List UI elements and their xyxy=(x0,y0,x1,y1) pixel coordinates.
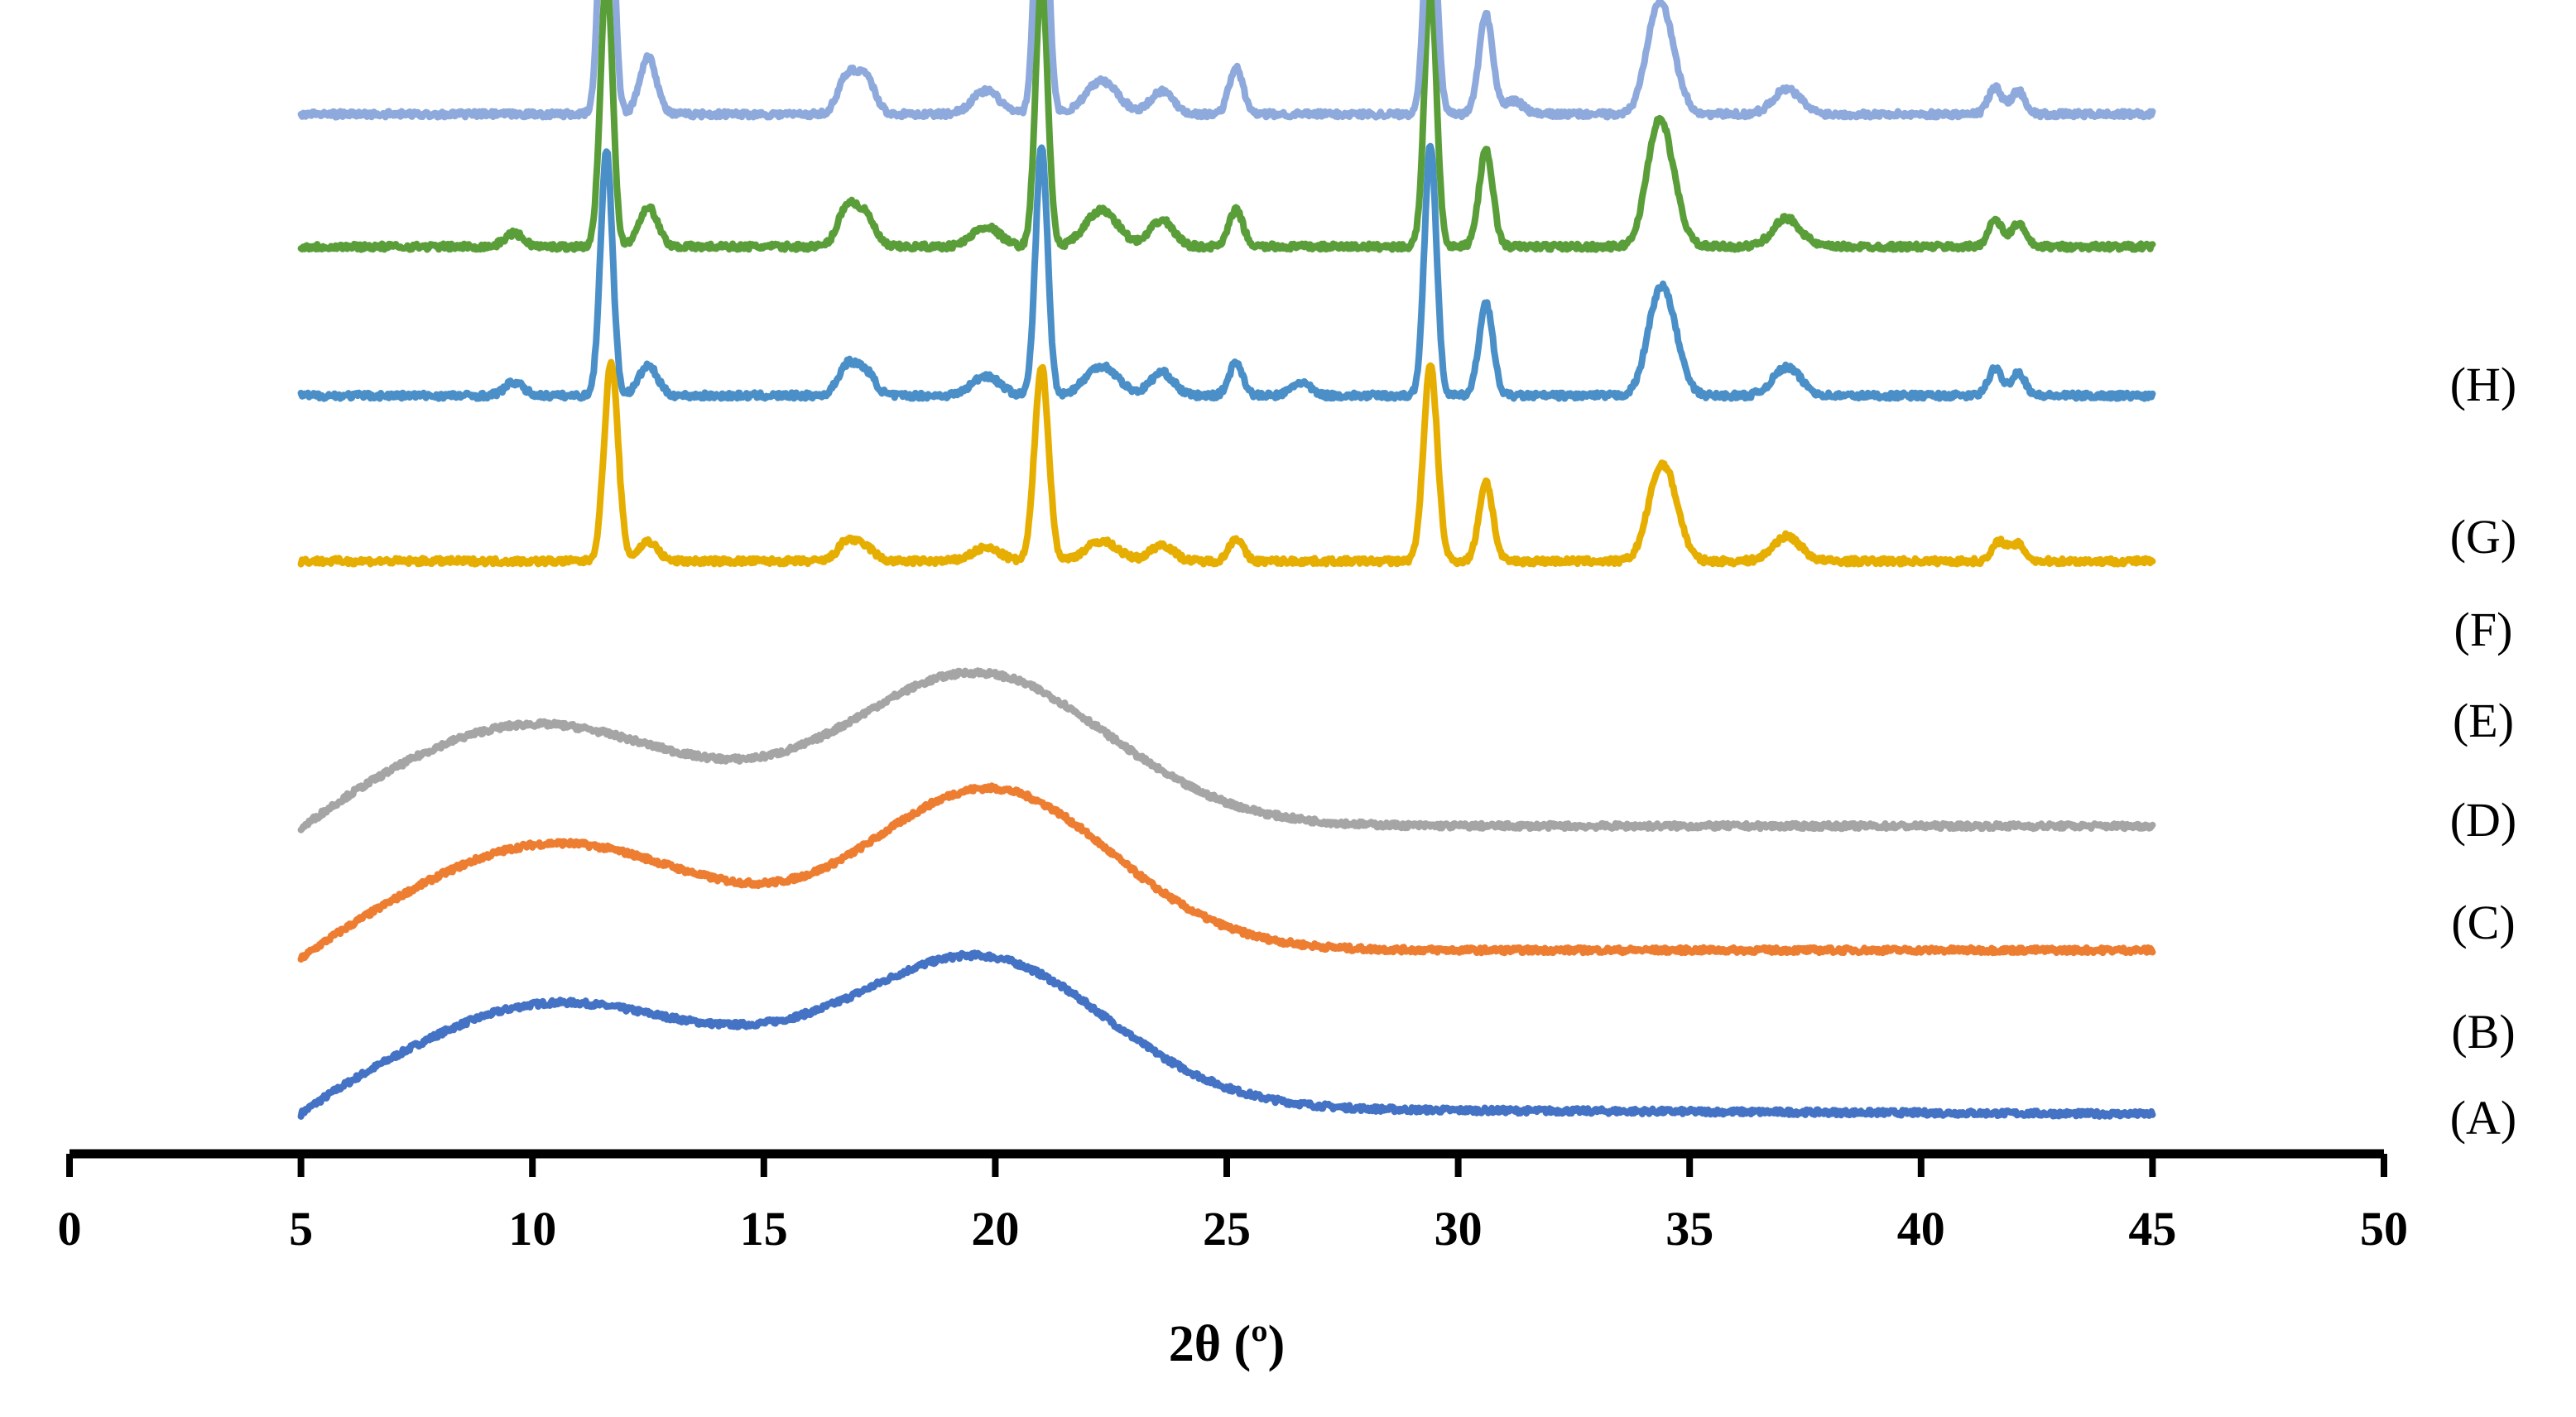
series-label-g: (G) xyxy=(2450,510,2517,564)
x-tick-label: 35 xyxy=(1665,1202,1713,1256)
series-label-c: (C) xyxy=(2451,896,2515,949)
x-tick-label: 0 xyxy=(58,1202,82,1256)
x-tick-label: 30 xyxy=(1435,1202,1483,1256)
series-traces xyxy=(297,0,2156,1120)
series-trace-d xyxy=(297,358,2156,568)
x-axis-ticks: 0 5 10 15 20 25 30 35 40 45 50 xyxy=(58,1154,2408,1256)
x-tick-label: 50 xyxy=(2360,1202,2408,1256)
series-label-a: (A) xyxy=(2450,1091,2517,1145)
series-trace-e xyxy=(297,142,2156,402)
series-label-b: (B) xyxy=(2451,1005,2515,1059)
x-tick-label: 10 xyxy=(508,1202,556,1256)
x-tick-label: 15 xyxy=(740,1202,788,1256)
series-trace-b xyxy=(297,782,2156,963)
series-trace-c xyxy=(297,667,2156,833)
series-label-d: (D) xyxy=(2450,793,2517,847)
series-trace-f xyxy=(297,0,2156,253)
series-label-e: (E) xyxy=(2453,694,2514,747)
x-tick-label: 45 xyxy=(2128,1202,2176,1256)
x-tick-label: 20 xyxy=(971,1202,1019,1256)
series-label-h: (H) xyxy=(2450,358,2517,411)
x-tick-label: 40 xyxy=(1897,1202,1945,1256)
x-tick-label: 25 xyxy=(1203,1202,1251,1256)
series-trace-g xyxy=(297,0,2156,121)
series-labels: (A) (B) (C) (D) (E) (F) (G) (H) xyxy=(2450,358,2517,1145)
x-axis-title: 2θ (º) xyxy=(1169,1316,1286,1372)
x-tick-label: 5 xyxy=(289,1202,313,1256)
series-label-f: (F) xyxy=(2454,603,2513,656)
series-trace-a xyxy=(297,949,2156,1120)
